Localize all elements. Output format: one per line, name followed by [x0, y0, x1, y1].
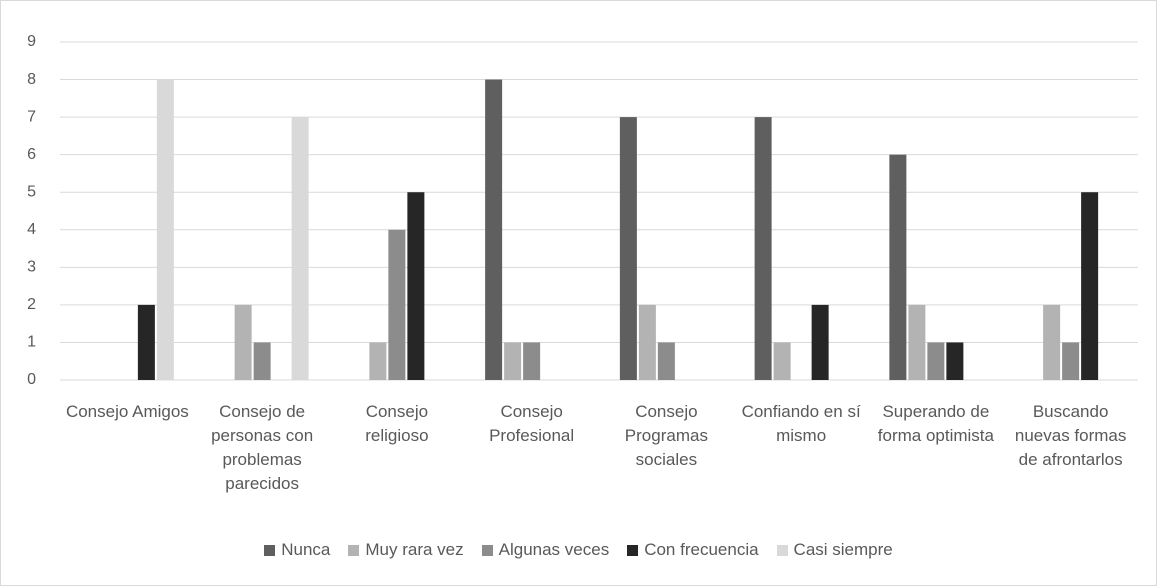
bar [291, 117, 309, 380]
bar [485, 79, 503, 381]
y-tick-label: 9 [27, 33, 36, 50]
x-tick-label: Consejo religioso [365, 402, 429, 445]
legend-swatch [348, 544, 360, 556]
x-tick-label: Confiando en sí mismo [741, 402, 861, 445]
y-tick-label: 0 [27, 371, 36, 388]
legend-swatch [481, 544, 493, 556]
bar [619, 117, 637, 380]
bar [1062, 342, 1080, 380]
bar [811, 304, 829, 380]
y-tick-label: 2 [27, 296, 36, 313]
x-tick-label: Consejo de personas con problemas pareci… [211, 402, 314, 493]
bar [523, 342, 541, 380]
bar [1043, 304, 1061, 380]
legend: Nunca Muy rara vez Algunas veces Con frecue… [0, 540, 1157, 560]
y-tick-label: 6 [27, 146, 36, 163]
x-tick-label: Superando de forma optimista [877, 402, 994, 445]
legend-item: Casi siempre [776, 540, 893, 560]
legend-swatch [776, 544, 788, 556]
bar [504, 342, 522, 380]
legend-swatch [264, 544, 276, 556]
legend-label: Con frecuencia [644, 540, 759, 559]
legend-item: Con frecuencia [627, 540, 759, 560]
bar [908, 304, 926, 380]
bar [156, 79, 174, 381]
legend-label: Algunas veces [498, 540, 610, 559]
legend-item: Muy rara vez [348, 540, 464, 560]
x-tick-label: Consejo Programas sociales [624, 402, 708, 469]
bar [388, 229, 406, 380]
bar [657, 342, 675, 380]
y-tick-label: 4 [27, 221, 36, 238]
y-tick-label: 8 [27, 71, 36, 88]
bar [754, 117, 772, 380]
bar [369, 342, 387, 380]
bar [927, 342, 945, 380]
bar [1081, 192, 1099, 380]
x-tick-label: Buscando nuevas formas de afrontarlos [1014, 402, 1127, 469]
bar [407, 192, 425, 380]
legend-label: Nunca [281, 540, 331, 559]
legend-swatch [627, 544, 639, 556]
legend-label: Muy rara vez [365, 540, 464, 559]
bar [253, 342, 271, 380]
x-tick-label: Consejo Profesional [489, 402, 575, 445]
legend-item: Nunca [264, 540, 330, 560]
y-tick-label: 3 [27, 259, 36, 276]
legend-label: Casi siempre [793, 540, 893, 559]
bar [638, 304, 656, 380]
bar [234, 304, 252, 380]
legend-item: Algunas veces [481, 540, 610, 560]
bar [137, 304, 155, 380]
bar [946, 342, 964, 380]
y-tick-label: 5 [27, 183, 36, 200]
bar [889, 154, 907, 380]
y-tick-label: 1 [27, 334, 36, 351]
bar [773, 342, 791, 380]
x-tick-label: Consejo Amigos [65, 402, 189, 421]
y-tick-label: 7 [27, 108, 36, 125]
